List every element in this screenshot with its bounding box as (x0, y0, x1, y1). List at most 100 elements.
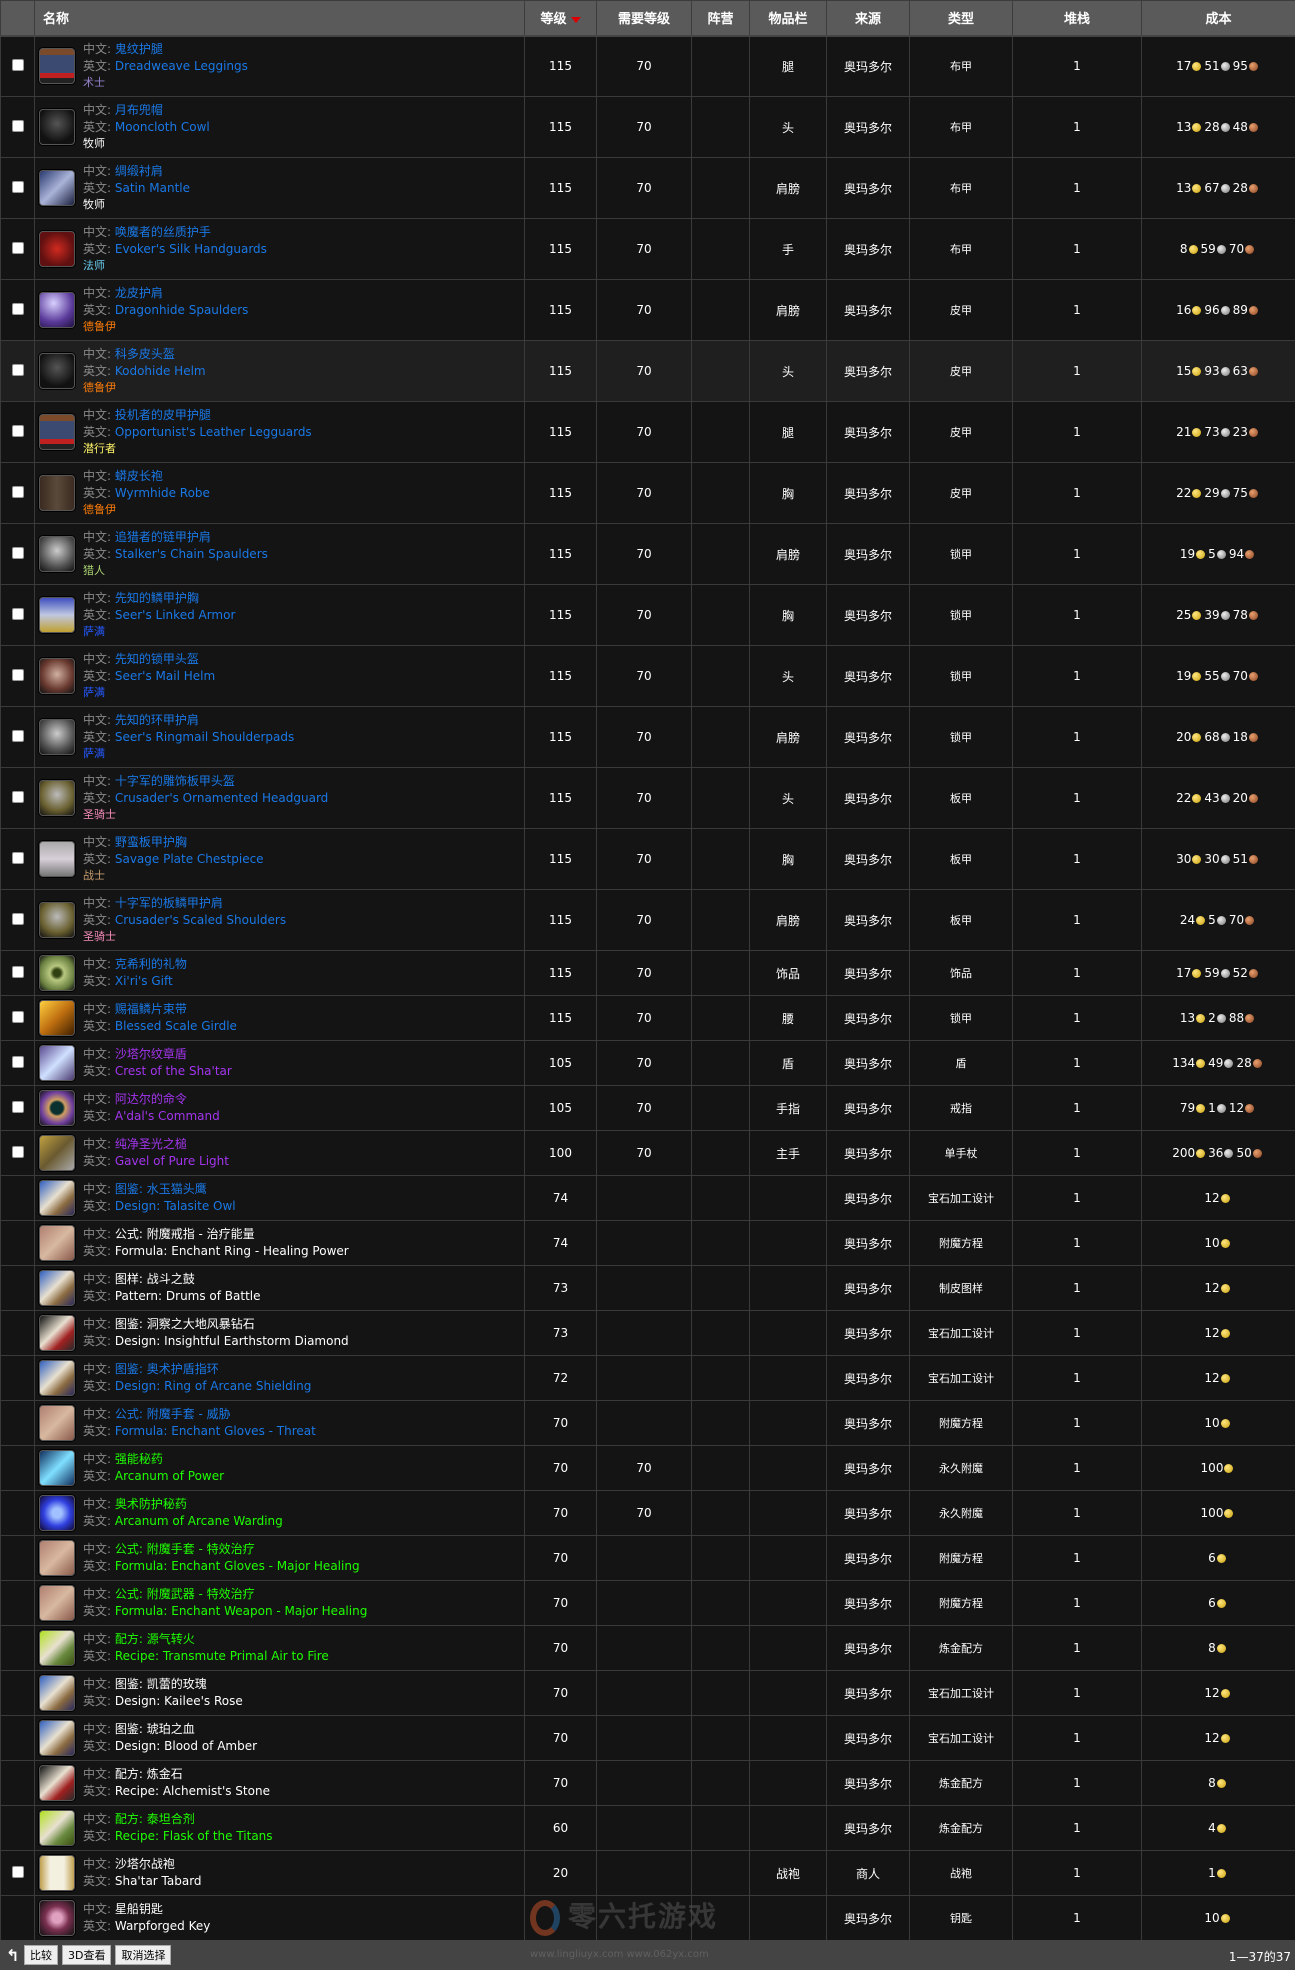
header-required-level[interactable]: 需要等级 (596, 0, 692, 37)
arcane-shield-icon[interactable] (39, 1495, 75, 1531)
class-restriction[interactable]: 萨满 (83, 747, 105, 760)
header-faction[interactable]: 阵营 (691, 0, 750, 37)
item-name-en[interactable]: Seer's Mail Helm (114, 669, 216, 683)
table-row[interactable]: 中文: 图鉴: 凯蕾的玫瑰 英文: Design: Kailee's Rose 70… (0, 1670, 1295, 1716)
row-checkbox[interactable] (11, 485, 24, 498)
row-checkbox[interactable] (11, 668, 24, 681)
item-name-cn[interactable]: 先知的鳞甲护胸 (114, 591, 199, 605)
item-name-cn[interactable]: 绸缎衬肩 (114, 164, 163, 178)
row-checkbox[interactable] (11, 1010, 24, 1023)
class-restriction[interactable]: 术士 (83, 76, 105, 90)
item-name-en[interactable]: Formula: Enchant Gloves - Major Healing (114, 1559, 360, 1573)
item-name-cn[interactable]: 十字军的板鳞甲护肩 (114, 896, 223, 910)
scroll-red-icon[interactable] (39, 1765, 75, 1801)
class-restriction[interactable]: 潜行者 (83, 442, 116, 455)
table-row[interactable]: 中文: 公式: 附魔戒指 - 治疗能量 英文: Formula: Enchant … (0, 1220, 1295, 1266)
item-name-en[interactable]: Design: Ring of Arcane Shielding (114, 1379, 312, 1393)
row-checkbox[interactable] (11, 119, 24, 132)
deselect-button[interactable]: 取消选择 (115, 1945, 172, 1965)
table-row[interactable]: 中文: 配方: 源气转火 英文: Recipe: Transmute Primal… (0, 1625, 1295, 1671)
arrow-up-icon[interactable]: ↰ (6, 1945, 20, 1965)
item-name-en[interactable]: Arcanum of Power (114, 1469, 225, 1483)
hood-icon[interactable] (39, 109, 75, 145)
table-row[interactable]: 中文: 十字军的板鳞甲护肩 英文: Crusader's Scaled Shoul… (0, 889, 1295, 951)
item-name-en[interactable]: Recipe: Flask of the Titans (114, 1829, 273, 1843)
table-row[interactable]: 中文: 野蛮板甲护胸 英文: Savage Plate Chestpiece 战士 1… (0, 828, 1295, 890)
row-checkbox[interactable] (11, 851, 24, 864)
item-name-cn[interactable]: 图鉴: 水玉猫头鹰 (114, 1182, 207, 1196)
item-name-en[interactable]: Mooncloth Cowl (114, 120, 210, 134)
item-name-cn[interactable]: 唤魔者的丝质护手 (114, 225, 211, 239)
item-name-en[interactable]: Arcanum of Arcane Warding (114, 1514, 283, 1528)
breastplate-icon[interactable] (39, 841, 75, 877)
header-name[interactable]: 名称 (34, 0, 525, 37)
table-row[interactable]: 中文: 赐福鳞片束带 英文: Blessed Scale Girdle 115 70 腰… (0, 995, 1295, 1041)
jade-disc-icon[interactable] (39, 955, 75, 991)
item-name-cn[interactable]: 纯净圣光之槌 (114, 1137, 187, 1151)
spaulders-icon[interactable] (39, 292, 75, 328)
table-row[interactable]: 中文: 追猎者的链甲护肩 英文: Stalker's Chain Spaulder… (0, 523, 1295, 585)
table-row[interactable]: 中文: 公式: 附魔手套 - 特效治疗 英文: Formula: Enchant … (0, 1535, 1295, 1581)
row-checkbox[interactable] (11, 607, 24, 620)
item-name-cn[interactable]: 配方: 源气转火 (114, 1632, 195, 1646)
class-restriction[interactable]: 战士 (83, 869, 105, 882)
row-checkbox[interactable] (11, 424, 24, 437)
mantle-icon[interactable] (39, 170, 75, 206)
item-name-cn[interactable]: 先知的环甲护肩 (114, 713, 199, 727)
item-name-en[interactable]: Satin Mantle (114, 181, 191, 195)
item-name-cn[interactable]: 先知的锁甲头盔 (114, 652, 199, 666)
item-name-cn[interactable]: 图鉴: 洞察之大地风暴钻石 (114, 1317, 255, 1331)
item-name-en[interactable]: Sha'tar Tabard (114, 1874, 202, 1888)
item-name-cn[interactable]: 图样: 战斗之鼓 (114, 1272, 195, 1286)
item-name-cn[interactable]: 野蛮板甲护胸 (114, 835, 187, 849)
item-name-en[interactable]: Seer's Ringmail Shoulderpads (114, 730, 295, 744)
item-name-cn[interactable]: 公式: 附魔戒指 - 治疗能量 (114, 1227, 255, 1241)
mace-icon[interactable] (39, 1135, 75, 1171)
class-restriction[interactable]: 萨满 (83, 625, 105, 638)
table-row[interactable]: 中文: 图鉴: 奥术护盾指环 英文: Design: Ring of Arcane… (0, 1355, 1295, 1401)
item-name-en[interactable]: Formula: Enchant Ring - Healing Power (114, 1244, 349, 1258)
item-name-en[interactable]: Formula: Enchant Weapon - Major Healing (114, 1604, 368, 1618)
class-restriction[interactable]: 牧师 (83, 137, 105, 150)
table-row[interactable]: 中文: 克希利的礼物 英文: Xi'ri's Gift 115 70 饰品 奥玛多尔 饰品 1… (0, 950, 1295, 996)
table-row[interactable]: 中文: 沙塔尔纹章盾 英文: Crest of the Sha'tar 105 70 盾… (0, 1040, 1295, 1086)
chest-armor-icon[interactable] (39, 597, 75, 633)
item-name-en[interactable]: Kodohide Helm (114, 364, 206, 378)
item-name-cn[interactable]: 强能秘药 (114, 1452, 163, 1466)
item-name-cn[interactable]: 配方: 炼金石 (114, 1767, 183, 1781)
item-name-en[interactable]: Pattern: Drums of Battle (114, 1289, 261, 1303)
item-name-cn[interactable]: 追猎者的链甲护肩 (114, 530, 211, 544)
table-row[interactable]: 中文: 先知的锁甲头盔 英文: Seer's Mail Helm 萨满 115 70 头奥… (0, 645, 1295, 707)
table-row[interactable]: 中文: 图样: 战斗之鼓 英文: Pattern: Drums of Battle… (0, 1265, 1295, 1311)
scroll-purple-icon[interactable] (39, 1270, 75, 1306)
table-row[interactable]: 中文: 先知的鳞甲护胸 英文: Seer's Linked Armor 萨满 115 7… (0, 584, 1295, 646)
header-stack[interactable]: 堆栈 (1012, 0, 1142, 37)
formula-icon[interactable] (39, 1585, 75, 1621)
row-checkbox[interactable] (11, 790, 24, 803)
class-restriction[interactable]: 猎人 (83, 564, 105, 577)
row-checkbox[interactable] (11, 241, 24, 254)
row-checkbox[interactable] (11, 912, 24, 925)
item-name-cn[interactable]: 阿达尔的命令 (114, 1092, 187, 1106)
item-name-cn[interactable]: 沙塔尔纹章盾 (114, 1047, 187, 1061)
item-name-cn[interactable]: 科多皮头盔 (114, 347, 175, 361)
row-checkbox[interactable] (11, 302, 24, 315)
item-name-en[interactable]: Crusader's Ornamented Headguard (114, 791, 329, 805)
item-name-en[interactable]: Crest of the Sha'tar (114, 1064, 232, 1078)
table-row[interactable]: 中文: 绸缎衬肩 英文: Satin Mantle 牧师 115 70 肩膀 奥玛多尔 布甲 1… (0, 157, 1295, 219)
scroll-red-icon[interactable] (39, 1315, 75, 1351)
item-name-en[interactable]: Dreadweave Leggings (114, 59, 248, 74)
item-name-en[interactable]: Blessed Scale Girdle (114, 1019, 237, 1033)
scroll-purple-icon[interactable] (39, 1360, 75, 1396)
tabard-icon[interactable] (39, 1855, 75, 1891)
table-row[interactable]: 中文: 十字军的雕饰板甲头盔 英文: Crusader's Ornamented … (0, 767, 1295, 829)
item-name-cn[interactable]: 赐福鳞片束带 (114, 1002, 187, 1016)
formula-icon[interactable] (39, 1225, 75, 1261)
item-name-cn[interactable]: 公式: 附魔手套 - 威胁 (114, 1407, 231, 1421)
lightning-icon[interactable] (39, 1450, 75, 1486)
gloves-icon[interactable] (39, 231, 75, 267)
row-checkbox[interactable] (11, 729, 24, 742)
table-row[interactable]: 中文: 龙皮护肩 英文: Dragonhide Spaulders 德鲁伊 115 70… (0, 279, 1295, 341)
header-slot[interactable]: 物品栏 (749, 0, 827, 37)
formula-icon[interactable] (39, 1405, 75, 1441)
